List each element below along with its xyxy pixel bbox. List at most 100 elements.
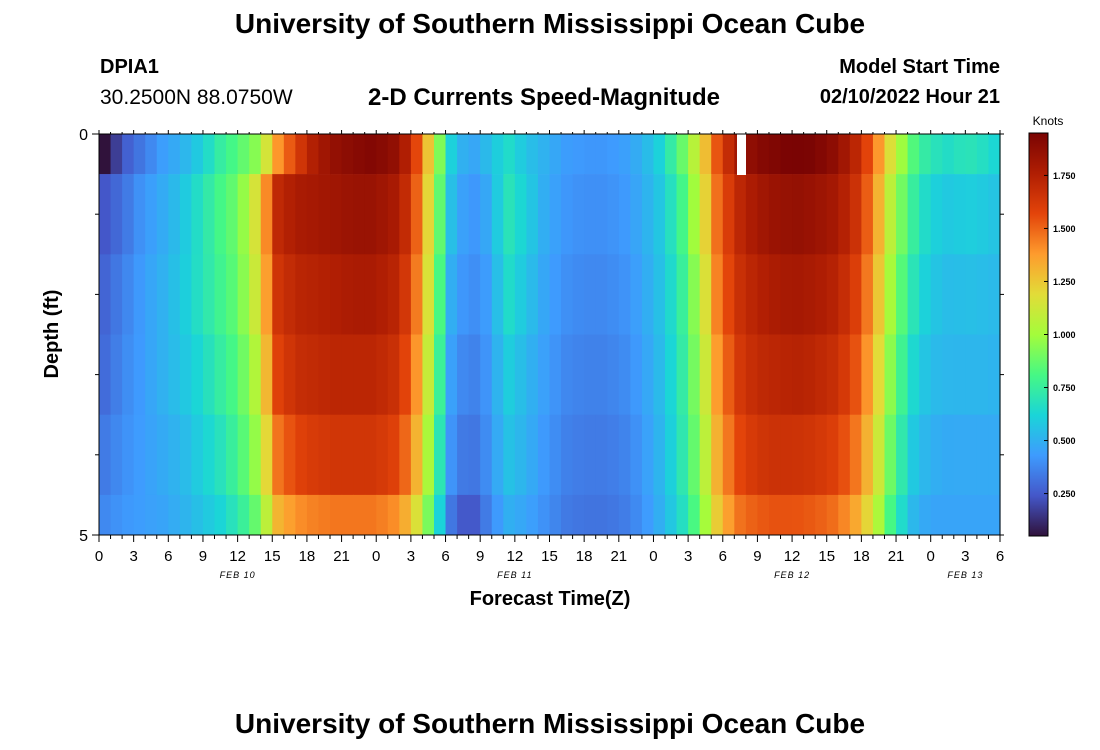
- heatmap-cell: [433, 134, 447, 175]
- heatmap-cell: [930, 414, 943, 496]
- heatmap-cell: [688, 414, 701, 496]
- heatmap-cell: [468, 134, 481, 175]
- heatmap-cell: [711, 494, 724, 536]
- heatmap-cell: [353, 254, 366, 335]
- heatmap-cell: [953, 334, 966, 415]
- heatmap-cell: [168, 174, 181, 255]
- heatmap-cell: [364, 174, 377, 255]
- heatmap-cell: [618, 134, 631, 175]
- heatmap-cell: [514, 334, 527, 415]
- heatmap-cell: [226, 334, 239, 415]
- heatmap-cell: [306, 494, 320, 536]
- heatmap-cell: [468, 414, 481, 496]
- heatmap-cell: [849, 254, 862, 335]
- heatmap-cell: [965, 494, 978, 536]
- heatmap-cell: [653, 334, 666, 415]
- heatmap-cell: [803, 254, 816, 335]
- heatmap-cell: [387, 134, 400, 175]
- heatmap-cell: [260, 334, 273, 415]
- heatmap-cell: [792, 254, 805, 335]
- heatmap-cell: [549, 414, 562, 496]
- heatmap-cell: [965, 334, 978, 415]
- heatmap-cell: [376, 494, 389, 536]
- heatmap-cell: [526, 134, 539, 175]
- colorbar-tick-label: 1.750: [1053, 171, 1076, 181]
- heatmap-cell: [399, 414, 412, 496]
- heatmap-cell: [780, 134, 793, 175]
- date-label: FEB 13: [947, 570, 983, 580]
- heatmap-cell: [226, 254, 239, 335]
- heatmap-cell: [237, 254, 250, 335]
- heatmap-cell: [341, 254, 354, 335]
- heatmap-cell: [584, 334, 597, 415]
- x-tick-label: 9: [476, 548, 484, 565]
- heatmap-cell: [410, 254, 424, 335]
- heatmap-cell: [306, 414, 320, 496]
- heatmap-cell: [330, 334, 343, 415]
- heatmap-cell: [226, 414, 239, 496]
- x-tick-label: 18: [576, 548, 593, 565]
- heatmap-cell: [745, 174, 759, 255]
- heatmap-cell: [295, 174, 308, 255]
- heatmap-cell: [214, 334, 227, 415]
- heatmap-cell: [260, 494, 273, 536]
- heatmap-cell: [584, 414, 597, 496]
- heatmap-cell: [711, 334, 724, 415]
- heatmap-cell: [561, 134, 574, 175]
- heatmap-cell: [976, 494, 990, 536]
- heatmap-cell: [306, 254, 320, 335]
- heatmap-cell: [433, 254, 447, 335]
- heatmap-cell: [260, 414, 273, 496]
- heatmap-cell: [249, 254, 262, 335]
- heatmap-cell: [318, 174, 331, 255]
- heatmap-cell: [376, 174, 389, 255]
- heatmap-cell: [699, 134, 712, 175]
- heatmap-cell: [387, 494, 400, 536]
- heatmap-cell: [410, 334, 424, 415]
- heatmap-cell: [295, 334, 308, 415]
- heatmap-cell: [849, 334, 862, 415]
- heatmap-cell: [491, 334, 504, 415]
- heatmap-cell: [491, 174, 504, 255]
- heatmap-cell: [884, 254, 897, 335]
- heatmap-cell: [595, 494, 608, 536]
- heatmap-cell: [861, 494, 874, 536]
- heatmap-cell: [422, 334, 435, 415]
- footer-title: University of Southern Mississippi Ocean…: [234, 708, 866, 739]
- heatmap-cell: [976, 414, 990, 496]
- heatmap-cell: [480, 334, 493, 415]
- heatmap-cell: [815, 414, 828, 496]
- heatmap-cell: [584, 174, 597, 255]
- heatmap-cell: [318, 254, 331, 335]
- heatmap-cell: [907, 254, 920, 335]
- heatmap-cell: [884, 174, 897, 255]
- heatmap-cell: [722, 414, 735, 496]
- heatmap-cell: [376, 414, 389, 496]
- heatmap-cell: [330, 174, 343, 255]
- heatmap-cell: [826, 174, 839, 255]
- heatmap-cell: [849, 174, 862, 255]
- heatmap-cell: [734, 254, 747, 335]
- heatmap-cell: [445, 334, 458, 415]
- heatmap-cell: [306, 174, 320, 255]
- heatmap-cell: [896, 174, 909, 255]
- page-title: University of Southern Mississippi Ocean…: [234, 8, 866, 39]
- heatmap-cell: [699, 254, 712, 335]
- heatmap-cell: [780, 254, 793, 335]
- heatmap-cell: [641, 174, 655, 255]
- heatmap-cell: [861, 414, 874, 496]
- heatmap-cell: [549, 134, 562, 175]
- x-tick-label: 9: [199, 548, 207, 565]
- heatmap-cell: [976, 174, 990, 255]
- heatmap-cell: [514, 174, 527, 255]
- heatmap-cell: [306, 334, 320, 415]
- heatmap-cell: [99, 254, 112, 335]
- heatmap-cell: [988, 334, 1001, 415]
- heatmap-cell: [526, 174, 539, 255]
- heatmap-cell: [584, 134, 597, 175]
- heatmap-cell: [387, 414, 400, 496]
- heatmap-cell: [537, 134, 551, 175]
- heatmap-cell: [699, 174, 712, 255]
- x-axis: 0 3 6 9 12 15 18 21 0 3 6 9 12 15 18 21 0 3 6 9 12 15 18 21 0 3 6 F…: [95, 130, 1004, 580]
- heatmap-cells: [99, 134, 1001, 536]
